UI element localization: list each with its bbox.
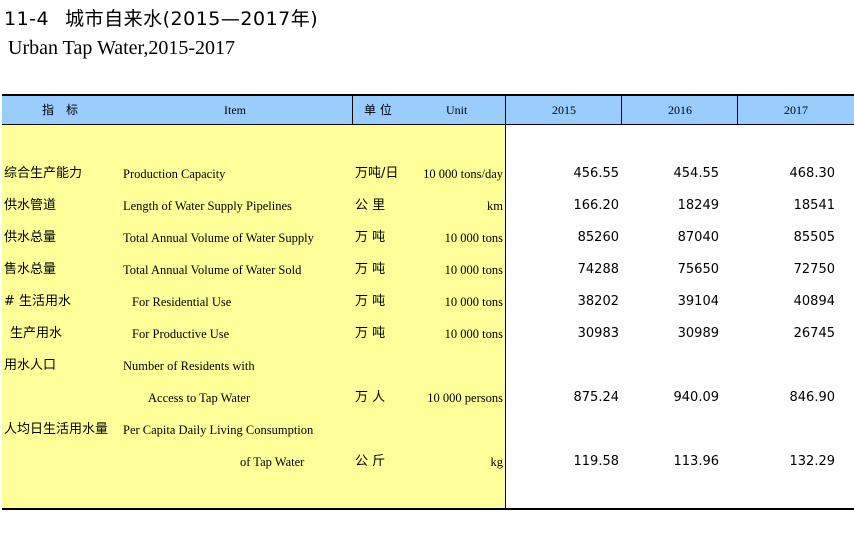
table-row: 综合生产能力 Production Capacity 万吨/日 10 000 t…: [0, 164, 854, 184]
row-item-en: Total Annual Volume of Water Supply: [123, 231, 314, 245]
row-unit-en: 10 000 tons: [444, 231, 503, 245]
row-value-2017: 72750: [793, 262, 835, 277]
header-year-2015: 2015: [552, 103, 576, 117]
row-unit-zh: 公 里: [355, 198, 386, 213]
header-year-2016: 2016: [668, 103, 692, 117]
table-row: # 生活用水 For Residential Use 万 吨 10 000 to…: [0, 292, 854, 312]
table-row: 供水管道 Length of Water Supply Pipelines 公 …: [0, 196, 854, 216]
row-value-2015: 166.20: [573, 198, 620, 213]
row-unit-en: 10 000 tons: [444, 327, 503, 341]
row-item-en: Total Annual Volume of Water Sold: [123, 263, 302, 277]
row-unit-en: 10 000 persons: [427, 391, 503, 405]
row-value-2015: 85260: [577, 230, 619, 245]
row-unit-en: 10 000 tons: [444, 263, 503, 277]
table-row: of Tap Water 公 斤 kg 119.58 113.96 132.29: [0, 452, 854, 472]
row-value-2017: 26745: [793, 326, 835, 341]
row-item-en: of Tap Water: [240, 455, 305, 469]
row-unit-zh: 万 吨: [355, 230, 386, 245]
row-indicator-zh: 人均日生活用水量: [4, 422, 109, 437]
table-row: 生产用水 For Productive Use 万 吨 10 000 tons …: [0, 324, 854, 344]
row-value-2016: 30989: [677, 326, 719, 341]
row-value-2015: 875.24: [573, 390, 620, 405]
table-row: 人均日生活用水量 Per Capita Daily Living Consump…: [0, 420, 854, 440]
row-item-en: Production Capacity: [123, 167, 226, 181]
header-unit-en: Unit: [446, 103, 468, 117]
row-unit-en: km: [487, 199, 503, 213]
row-value-2016: 39104: [677, 294, 719, 309]
row-indicator-zh: 综合生产能力: [4, 166, 83, 181]
row-value-2015: 38202: [577, 294, 619, 309]
row-value-2016: 18249: [677, 198, 719, 213]
row-unit-en: 10 000 tons/day: [423, 167, 503, 181]
row-value-2015: 74288: [577, 262, 619, 277]
row-value-2017: 85505: [793, 230, 835, 245]
row-value-2015: 30983: [577, 326, 619, 341]
row-value-2016: 940.09: [673, 390, 720, 405]
row-value-2015: 456.55: [573, 166, 620, 181]
row-item-en: Per Capita Daily Living Consumption: [123, 423, 314, 437]
header-divider: [737, 96, 738, 124]
table-header: 指 标 Item 单 位 Unit 2015 2016 2017: [2, 96, 854, 125]
row-value-2017: 18541: [793, 198, 835, 213]
row-unit-zh: 公 斤: [355, 454, 386, 469]
row-value-2016: 113.96: [673, 454, 720, 469]
row-indicator-zh: 售水总量: [4, 262, 57, 277]
table-title-en: Urban Tap Water,2015-2017: [8, 37, 236, 59]
table-number-title: 11-4 城市自来水(2015—2017年): [4, 4, 318, 31]
bottom-rule: [2, 508, 854, 510]
row-indicator-zh: 用水人口: [4, 358, 57, 373]
header-divider: [505, 96, 506, 124]
top-rule: [2, 94, 854, 96]
column-divider: [505, 125, 506, 509]
table-row: 用水人口 Number of Residents with: [0, 356, 854, 376]
row-unit-zh: 万 吨: [355, 294, 386, 309]
header-indicator: 指 标: [42, 103, 79, 117]
row-item-en: Access to Tap Water: [148, 391, 251, 405]
row-value-2017: 40894: [793, 294, 835, 309]
row-indicator-zh: 供水总量: [4, 230, 57, 245]
row-indicator-zh: # 生活用水: [4, 294, 72, 309]
header-year-2017: 2017: [784, 103, 808, 117]
row-unit-zh: 万 吨: [355, 326, 386, 341]
row-unit-zh: 万吨/日: [355, 166, 399, 181]
row-value-2017: 468.30: [789, 166, 836, 181]
table-row: 供水总量 Total Annual Volume of Water Supply…: [0, 228, 854, 248]
row-item-en: Length of Water Supply Pipelines: [123, 199, 292, 213]
row-unit-zh: 万 吨: [355, 262, 386, 277]
table-row: 售水总量 Total Annual Volume of Water Sold 万…: [0, 260, 854, 280]
row-value-2016: 87040: [677, 230, 719, 245]
header-divider: [621, 96, 622, 124]
row-indicator-zh: 生产用水: [10, 326, 63, 341]
row-item-en: Number of Residents with: [123, 359, 255, 373]
row-value-2017: 846.90: [789, 390, 836, 405]
header-unit-zh: 单 位: [364, 103, 392, 117]
header-divider: [352, 96, 353, 124]
row-unit-en: kg: [490, 455, 504, 469]
row-item-en: For Productive Use: [132, 327, 230, 341]
row-value-2017: 132.29: [789, 454, 836, 469]
indicator-column-background: [2, 125, 505, 509]
header-item: Item: [224, 103, 246, 117]
row-indicator-zh: 供水管道: [4, 198, 57, 213]
row-value-2015: 119.58: [573, 454, 620, 469]
row-unit-en: 10 000 tons: [444, 295, 503, 309]
table-title-zh: 城市自来水(2015—2017年): [65, 8, 319, 30]
row-value-2016: 75650: [677, 262, 719, 277]
row-item-en: For Residential Use: [132, 295, 232, 309]
row-unit-zh: 万 人: [355, 390, 386, 405]
table-row: Access to Tap Water 万 人 10 000 persons 8…: [0, 388, 854, 408]
table-number: 11-4: [4, 8, 50, 30]
row-value-2016: 454.55: [673, 166, 720, 181]
